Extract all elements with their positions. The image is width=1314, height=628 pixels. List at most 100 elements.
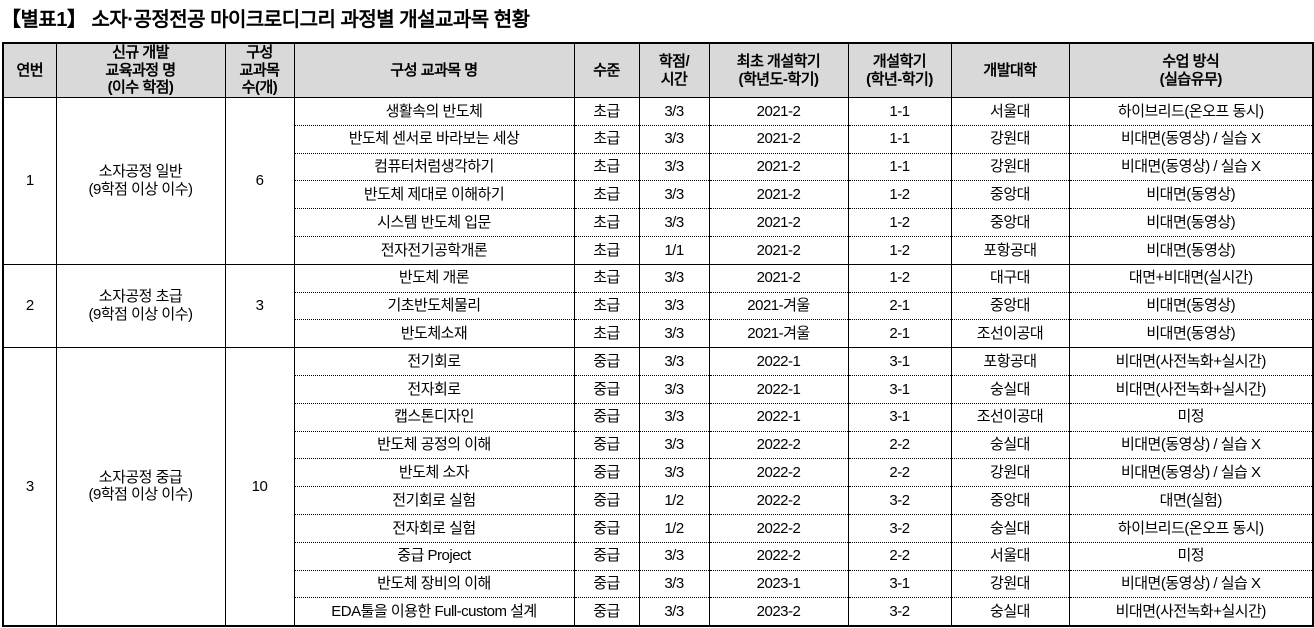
program-name-cell: 소자공정 초급 (9학점 이상 이수)	[55, 263, 226, 348]
table-row: 1 소자공정 일반 (9학점 이상 이수) 6 생활속의 반도체 초급 3/3 2021-2…	[2, 97, 1314, 265]
first-semester-cell: 2022-1	[708, 375, 849, 404]
credit-hours-cell: 1/2	[638, 486, 710, 515]
course-name-cell: 전자회로	[293, 375, 575, 404]
first-semester-cell: 2023-2	[708, 597, 849, 626]
class-mode-cell: 대면+비대면(실시간)	[1068, 263, 1314, 293]
university-cell: 조선이공대	[950, 402, 1070, 432]
course-count-cell: 10	[224, 347, 295, 626]
course-name-cell: 반도체 소자	[293, 458, 575, 487]
level-cell: 중급	[573, 347, 640, 376]
course-name-cell: 전기회로	[293, 347, 575, 376]
class-mode-cell: 비대면(동영상) / 실습 X	[1068, 458, 1314, 487]
university-cell: 서울대	[950, 541, 1070, 571]
credit-hours-cell: 3/3	[638, 458, 710, 487]
semester-cell: 2-2	[847, 430, 952, 459]
first-semester-cell: 2021-2	[708, 263, 849, 293]
university-cell: 숭실대	[950, 375, 1070, 404]
table-row: 2 소자공정 초급 (9학점 이상 이수) 3 반도체 개론 초급 3/3 2021-2 1-…	[2, 263, 1314, 348]
header-row-number: 연번	[2, 42, 57, 99]
class-mode-cell: 비대면(사전녹화+실시간)	[1068, 347, 1314, 376]
university-cell: 대구대	[950, 263, 1070, 293]
semester-cell: 3-2	[847, 514, 952, 543]
first-semester-cell: 2022-1	[708, 402, 849, 432]
semester-cell: 2-1	[847, 319, 952, 348]
course-name-cell: 반도체 개론	[293, 263, 575, 293]
university-cell: 중앙대	[950, 180, 1070, 209]
credit-hours-cell: 3/3	[638, 597, 710, 626]
course-name-cell: 반도체 장비의 이해	[293, 569, 575, 598]
semester-cell: 1-1	[847, 97, 952, 126]
credit-hours-cell: 1/1	[638, 236, 710, 265]
university-cell: 강원대	[950, 569, 1070, 598]
university-cell: 포항공대	[950, 236, 1070, 265]
course-count-cell: 6	[224, 97, 295, 265]
semester-cell: 1-2	[847, 263, 952, 293]
table-row: 전자회로 중급 3/3 2022-1 3-1 숭실대 비대면(사전녹화+실시간)	[3, 375, 1314, 404]
course-name-cell: 시스템 반도체 입문	[293, 208, 575, 237]
table-row: 중급 Project 중급 3/3 2022-2 2-2 서울대 미정	[3, 541, 1314, 571]
class-mode-cell: 비대면(동영상)	[1068, 180, 1314, 209]
header-semester: 개설학기 (학년-학기)	[847, 42, 952, 99]
first-semester-cell: 2021-겨울	[708, 319, 849, 348]
course-table: 연번 신규 개발 교육과정 명 (이수 학점) 구성 교과목 수(개) 구성 교…	[2, 42, 1314, 627]
course-name-cell: 캡스톤디자인	[293, 402, 575, 432]
level-cell: 초급	[573, 124, 640, 154]
credit-hours-cell: 3/3	[638, 402, 710, 432]
first-semester-cell: 2021-2	[708, 236, 849, 265]
first-semester-cell: 2022-2	[708, 541, 849, 571]
row-number-cell: 3	[2, 347, 57, 626]
credit-hours-cell: 3/3	[638, 291, 710, 320]
level-cell: 중급	[573, 569, 640, 598]
table-row: 기초반도체물리 초급 3/3 2021-겨울 2-1 중앙대 비대면(동영상)	[3, 291, 1314, 320]
semester-cell: 3-2	[847, 597, 952, 626]
university-cell: 중앙대	[950, 208, 1070, 237]
class-mode-cell: 하이브리드(온오프 동시)	[1068, 514, 1314, 543]
university-cell: 숭실대	[950, 597, 1070, 626]
first-semester-cell: 2021-2	[708, 97, 849, 126]
table-row: 전기회로 실험 중급 1/2 2022-2 3-2 중앙대 대면(실험)	[3, 486, 1314, 515]
class-mode-cell: 비대면(동영상) / 실습 X	[1068, 124, 1314, 154]
credit-hours-cell: 3/3	[638, 97, 710, 126]
program-name-cell: 소자공정 중급 (9학점 이상 이수)	[55, 347, 226, 626]
level-cell: 중급	[573, 458, 640, 487]
first-semester-cell: 2021-2	[708, 180, 849, 209]
class-mode-cell: 비대면(동영상) / 실습 X	[1068, 569, 1314, 598]
course-name-cell: 반도체 공정의 이해	[293, 430, 575, 459]
credit-hours-cell: 3/3	[638, 180, 710, 209]
class-mode-cell: 미정	[1068, 541, 1314, 571]
semester-cell: 3-1	[847, 375, 952, 404]
university-cell: 조선이공대	[950, 319, 1070, 348]
university-cell: 서울대	[950, 97, 1070, 126]
class-mode-cell: 비대면(동영상)	[1068, 291, 1314, 320]
credit-hours-cell: 3/3	[638, 319, 710, 348]
university-cell: 강원대	[950, 124, 1070, 154]
table-row: 반도체소재 초급 3/3 2021-겨울 2-1 조선이공대 비대면(동영상)	[3, 319, 1314, 348]
table-row: 시스템 반도체 입문 초급 3/3 2021-2 1-2 중앙대 비대면(동영상)	[3, 208, 1314, 237]
credit-hours-cell: 3/3	[638, 208, 710, 237]
course-name-cell: 컴퓨터처럼생각하기	[293, 152, 575, 181]
header-row: 연번 신규 개발 교육과정 명 (이수 학점) 구성 교과목 수(개) 구성 교…	[2, 42, 1314, 99]
table-row: 전자전기공학개론 초급 1/1 2021-2 1-2 포항공대 비대면(동영상)	[3, 236, 1314, 265]
credit-hours-cell: 3/3	[638, 152, 710, 181]
table-row: 캡스톤디자인 중급 3/3 2022-1 3-1 조선이공대 미정	[3, 402, 1314, 432]
first-semester-cell: 2021-겨울	[708, 291, 849, 320]
university-cell: 강원대	[950, 152, 1070, 181]
credit-hours-cell: 3/3	[638, 375, 710, 404]
semester-cell: 1-2	[847, 180, 952, 209]
university-cell: 중앙대	[950, 291, 1070, 320]
course-name-cell: 기초반도체물리	[293, 291, 575, 320]
table-row: 반도체 센서로 바라보는 세상 초급 3/3 2021-2 1-1 강원대 비대면(동영상)…	[3, 124, 1314, 154]
header-class-mode: 수업 방식 (실습유무)	[1068, 42, 1314, 99]
course-name-cell: 전기회로 실험	[293, 486, 575, 515]
table-body: 1 소자공정 일반 (9학점 이상 이수) 6 생활속의 반도체 초급 3/3 2021-2…	[2, 97, 1314, 626]
table-row: 반도체 공정의 이해 중급 3/3 2022-2 2-2 숭실대 비대면(동영상) / 실습…	[3, 430, 1314, 459]
course-name-cell: 중급 Project	[293, 541, 575, 571]
first-semester-cell: 2022-2	[708, 458, 849, 487]
table-row: 3 소자공정 중급 (9학점 이상 이수) 10 전기회로 중급 3/3 2022-1 3-1…	[2, 347, 1314, 626]
header-university: 개발대학	[950, 42, 1070, 99]
header-first-semester: 최초 개설학기 (학년도-학기)	[708, 42, 849, 99]
university-cell: 숭실대	[950, 514, 1070, 543]
semester-cell: 2-1	[847, 291, 952, 320]
first-semester-cell: 2021-2	[708, 208, 849, 237]
level-cell: 초급	[573, 236, 640, 265]
